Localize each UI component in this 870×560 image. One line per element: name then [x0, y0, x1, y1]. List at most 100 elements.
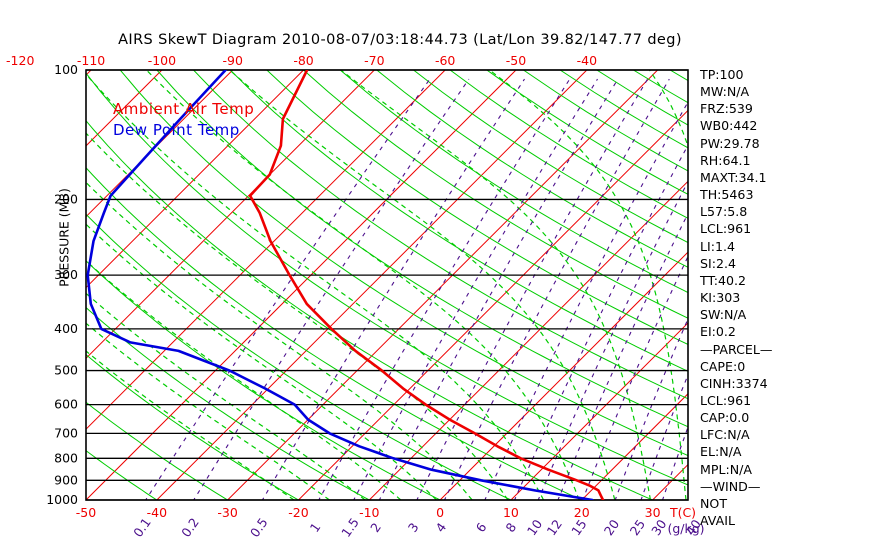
top-temp-tick-label: -80: [293, 53, 313, 68]
dry-adiabat-line: [339, 70, 688, 294]
mixing-ratio-tick-label: 12: [544, 517, 565, 539]
bottom-temp-tick-label: 0: [436, 505, 444, 520]
dry-adiabat-line: [86, 119, 653, 500]
pressure-tick-label: 1000: [46, 492, 78, 507]
mixing-ratio-line: [513, 143, 688, 500]
mixing-ratio-tick-label: 6: [473, 520, 490, 535]
isotherm-line: [298, 109, 688, 500]
isotherm-line: [227, 70, 659, 500]
parameter-item: SI:2.4: [700, 255, 736, 271]
parameter-list: TP:100 MW:N/A FRZ:539 WB0:442 PW:29.78 RH:64.…: [700, 66, 865, 529]
dew-point-temp-curve: [86, 70, 594, 500]
saturated-adiabat-line: [86, 181, 473, 500]
parameter-item: SW:N/A: [700, 307, 747, 323]
bottom-temp-tick-label: -40: [147, 505, 167, 520]
mixing-ratio-line: [416, 78, 649, 500]
parameter-item: EL:N/A: [700, 444, 742, 460]
saturated-adiabat-line: [489, 70, 687, 500]
top-temp-tick-label: -70: [364, 53, 384, 68]
parameter-item: MPL:N/A: [700, 461, 752, 477]
mixing-ratio-tick-label: 1: [307, 520, 324, 535]
mixing-ratio-line: [261, 78, 525, 500]
parameter-item: CAPE:0: [700, 358, 746, 374]
mixing-ratio-tick-label: 3: [405, 520, 422, 535]
pressure-tick-label: 500: [54, 363, 78, 378]
parameter-item: EI:0.2: [700, 324, 736, 340]
parameter-item: AVAIL: [700, 513, 735, 529]
mixing-ratio-line: [640, 373, 688, 500]
top-temp-tick-label: -60: [435, 53, 455, 68]
mixing-ratio-tick-label: 20: [601, 517, 622, 539]
mixing-ratio-tick-label: 0.5: [247, 515, 271, 540]
dry-adiabat-line: [193, 70, 688, 400]
saturated-adiabat-line: [86, 260, 402, 500]
pressure-tick-label: 300: [54, 267, 78, 282]
mixing-ratio-tick-label: 30: [648, 517, 669, 539]
dry-adiabat-line: [303, 70, 688, 319]
parameter-item: LCL:961: [700, 392, 752, 408]
top-temp-tick-label: -100: [148, 53, 176, 68]
mixing-ratio-line: [318, 78, 571, 500]
dry-adiabat-line: [266, 70, 688, 346]
mixing-ratio-tick-label: 40: [683, 517, 704, 539]
isotherm-line: [439, 251, 688, 500]
isotherm-line: [86, 70, 517, 500]
dry-adiabat-line: [86, 213, 512, 500]
top-temp-tick-label: -120: [6, 53, 34, 68]
ambient-air-temp-curve: [248, 70, 605, 500]
isotherm-line: [0, 70, 20, 500]
pressure-tick-label: 600: [54, 397, 78, 412]
parameter-item: KI:303: [700, 290, 741, 306]
bottom-temp-tick-label: -20: [288, 505, 308, 520]
page-title: AIRS SkewT Diagram 2010-08-07/03:18:44.7…: [118, 32, 682, 48]
mixing-ratio-axis-label: (g/kg): [667, 521, 704, 536]
isotherm-line: [86, 70, 446, 430]
saturated-adiabat-line: [145, 70, 580, 500]
bottom-temp-tick-label: -50: [76, 505, 96, 520]
parameter-item: CAP:0.0: [700, 410, 750, 426]
top-temp-tick-label: -90: [222, 53, 242, 68]
isotherm-line: [86, 70, 163, 147]
pressure-tick-label: 400: [54, 321, 78, 336]
parameter-item: LFC:N/A: [700, 427, 750, 443]
parameter-item: —PARCEL—: [700, 341, 773, 357]
parameter-item: NOT: [700, 495, 728, 511]
bottom-temp-tick-label: 10: [503, 505, 519, 520]
mixing-ratio-line: [614, 317, 688, 500]
pressure-tick-label: 200: [54, 191, 78, 206]
bottom-temp-tick-label: -30: [217, 505, 237, 520]
isotherm-line: [86, 70, 375, 360]
parameter-item: TH:5463: [700, 187, 754, 203]
parameter-item: LCL:961: [700, 221, 752, 237]
plot-frame: [85, 69, 689, 501]
mixing-ratio-line: [353, 78, 598, 500]
saturated-adiabat-line: [86, 292, 366, 500]
saturated-adiabat-line: [86, 132, 509, 500]
dry-adiabat-line: [86, 72, 688, 486]
saturated-adiabat-line: [340, 70, 651, 500]
mixing-ratio-tick-label: 15: [568, 517, 589, 539]
mixing-ratio-line: [443, 78, 670, 500]
parameter-item: TP:100: [700, 67, 744, 82]
parameter-item: LI:1.4: [700, 238, 736, 254]
isotherm-line: [156, 70, 588, 500]
mixing-ratio-line: [193, 78, 470, 500]
parameter-item: MAXT:34.1: [700, 169, 767, 185]
parameter-item: —WIND—: [700, 478, 761, 494]
dry-adiabat-line: [119, 70, 688, 457]
pressure-tick-label: 900: [54, 472, 78, 487]
temperature-axis-label: T(C): [669, 505, 696, 520]
dry-adiabat-line: [86, 401, 228, 500]
dry-adiabat-line: [86, 450, 158, 500]
mixing-ratio-tick-label: 0.2: [178, 515, 202, 540]
mixing-ratio-tick-label: 8: [502, 520, 519, 535]
pressure-tick-label: 800: [54, 450, 78, 465]
mixing-ratio-tick-label: 25: [627, 517, 648, 539]
top-temp-tick-label: -40: [577, 53, 597, 68]
dry-adiabat-line: [86, 306, 370, 500]
bottom-temp-tick-label: -10: [359, 505, 379, 520]
legend-dew-point-temp: Dew Point Temp: [113, 121, 240, 139]
mixing-ratio-line: [145, 78, 431, 500]
